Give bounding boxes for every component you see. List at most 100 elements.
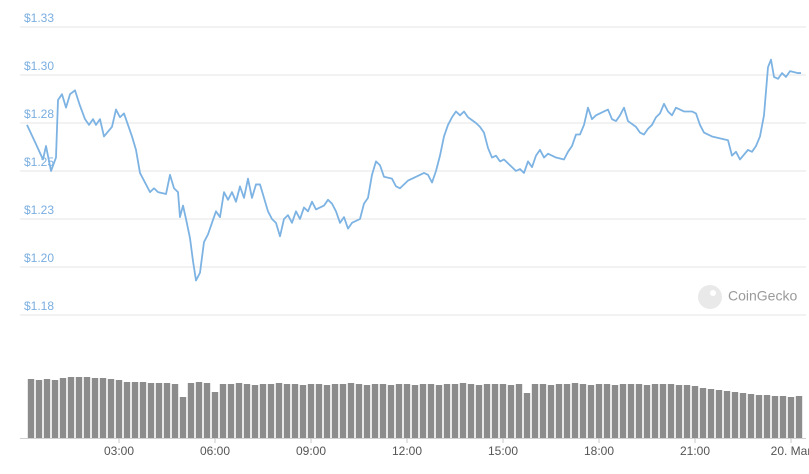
volume-bar [603, 384, 611, 438]
volume-bar [219, 384, 227, 438]
volume-bar [35, 380, 43, 438]
x-tick-label: 09:00 [296, 444, 326, 458]
volume-bar [339, 384, 347, 438]
y-tick-label: $1.33 [24, 11, 54, 25]
volume-bar [291, 384, 299, 438]
volume-bar [163, 383, 171, 438]
x-tick-label: 18:00 [584, 444, 614, 458]
volume-bar [595, 384, 603, 438]
volume-bar [659, 384, 667, 438]
x-tick-label: 12:00 [392, 444, 422, 458]
volume-bar [587, 385, 595, 438]
volume-bar [467, 384, 475, 438]
volume-bar [571, 383, 579, 438]
volume-bar [107, 379, 115, 438]
volume-bar [395, 384, 403, 438]
volume-bar [99, 378, 107, 438]
volume-bar [123, 382, 131, 438]
y-tick-label: $1.25 [24, 155, 54, 169]
volume-bar [531, 384, 539, 438]
volume-bar [347, 383, 355, 438]
y-tick-label: $1.28 [24, 107, 54, 121]
volume-bar [515, 384, 523, 438]
y-tick-label: $1.20 [24, 251, 54, 265]
watermark-text: CoinGecko [728, 288, 797, 304]
x-tick-label: 06:00 [200, 444, 230, 458]
volume-bar [555, 384, 563, 438]
volume-bar [51, 380, 59, 438]
volume-bar [651, 384, 659, 438]
volume-bar [643, 385, 651, 438]
volume-bar [227, 384, 235, 438]
volume-bar [763, 395, 771, 438]
watermark-logo [698, 285, 722, 309]
volume-bar [67, 377, 75, 438]
volume-bar [27, 379, 35, 438]
volume-bar [483, 384, 491, 438]
volume-bar [427, 384, 435, 438]
volume-bar [331, 384, 339, 438]
volume-bar [627, 384, 635, 438]
volume-bar [523, 393, 531, 438]
volume-bar [779, 396, 787, 438]
volume-bar [443, 384, 451, 438]
volume-bar [243, 384, 251, 438]
volume-bar [251, 385, 259, 438]
volume-bar [211, 392, 219, 438]
x-tick-label: 20. Mar [771, 444, 809, 458]
volume-bar [315, 384, 323, 438]
volume-bar [419, 384, 427, 438]
volume-bar [171, 384, 179, 438]
volume-bar [203, 383, 211, 438]
volume-bar [739, 393, 747, 438]
volume-bar [139, 382, 147, 438]
volume-bar [691, 386, 699, 438]
volume-bar [507, 385, 515, 438]
volume-bar [91, 378, 99, 438]
volume-bar [475, 385, 483, 438]
x-tick-label: 15:00 [488, 444, 518, 458]
volume-bar [323, 385, 331, 438]
volume-bar [619, 384, 627, 438]
volume-bar [459, 383, 467, 438]
volume-bar [499, 384, 507, 438]
volume-bar [379, 384, 387, 438]
volume-bar [283, 384, 291, 438]
volume-bar [715, 390, 723, 438]
x-tick-label: 03:00 [104, 444, 134, 458]
volume-bar [451, 384, 459, 438]
x-tick-label: 21:00 [680, 444, 710, 458]
volume-bar [539, 384, 547, 438]
volume-bar [179, 397, 187, 438]
volume-bar [723, 391, 731, 438]
volume-bar [307, 384, 315, 438]
volume-bar [683, 385, 691, 438]
volume-bar [83, 377, 91, 438]
volume-bar [547, 385, 555, 438]
volume-bar [299, 385, 307, 438]
volume-bar [755, 395, 763, 438]
y-tick-label: $1.30 [24, 59, 54, 73]
volume-bar [491, 384, 499, 438]
watermark: CoinGecko [698, 285, 797, 309]
volume-bar [731, 392, 739, 438]
volume-bar [787, 397, 795, 438]
y-tick-label: $1.23 [24, 203, 54, 217]
volume-bar [387, 385, 395, 438]
volume-bar [707, 389, 715, 438]
volume-bar [259, 384, 267, 438]
volume-bar [611, 385, 619, 438]
volume-bar [411, 385, 419, 438]
volume-bar [699, 388, 707, 438]
volume-bar [275, 383, 283, 438]
volume-bar [355, 384, 363, 438]
volume-bar [579, 384, 587, 438]
volume-bar [371, 384, 379, 438]
volume-bar [675, 385, 683, 438]
volume-bar [635, 384, 643, 438]
volume-bar [435, 385, 443, 438]
volume-bar [747, 394, 755, 438]
watermark-logo-eye [710, 290, 716, 296]
volume-bar [403, 384, 411, 438]
